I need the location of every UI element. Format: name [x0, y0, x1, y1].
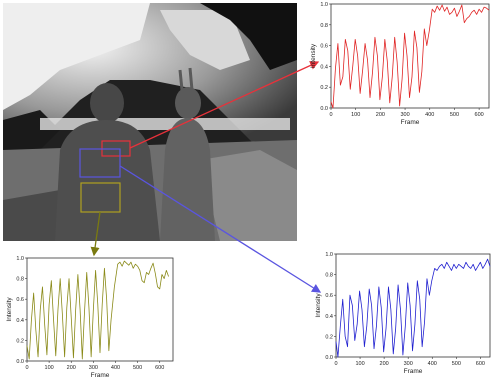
- roi-olive-box: [80, 182, 121, 213]
- x-tick-label: 400: [425, 112, 434, 118]
- x-tick-label: 500: [450, 112, 459, 118]
- chart-panel-blue: 0.0 0.2 0.4 0.6 0.8 1.0 0 100 200 300 400 500 600 Fra…: [315, 252, 491, 375]
- y-tick-label: 0.0: [320, 106, 328, 112]
- arrow-blue: [119, 165, 322, 293]
- y-tick-label: 0.0: [325, 355, 333, 361]
- arrow-red: [129, 61, 320, 149]
- x-tick-label: 200: [380, 361, 389, 367]
- y-tick-label: 0.4: [320, 64, 328, 70]
- plot-area: [26, 257, 174, 362]
- x-tick-label: 600: [155, 365, 164, 371]
- y-tick-label: 1.0: [325, 252, 333, 258]
- series-line: [26, 260, 169, 360]
- y-tick-label: 1.0: [320, 2, 328, 8]
- x-tick-label: 600: [476, 361, 485, 367]
- arrow-olive: [90, 211, 101, 257]
- y-tick-label: 1.0: [16, 256, 24, 262]
- x-tick-label: 400: [111, 365, 120, 371]
- y-tick-label: 0.4: [325, 314, 333, 320]
- x-tick-label: 500: [452, 361, 461, 367]
- x-axis-label: Frame: [404, 368, 423, 375]
- y-tick-label: 0.6: [16, 297, 24, 303]
- x-tick-label: 500: [133, 365, 142, 371]
- x-tick-label: 100: [355, 361, 364, 367]
- roi-blue-box: [79, 148, 121, 178]
- x-tick-label: 400: [428, 361, 437, 367]
- x-tick-label: 0: [329, 112, 332, 118]
- y-tick-label: 0.8: [16, 277, 24, 283]
- series-line: [330, 4, 490, 109]
- x-tick-label: 0: [334, 361, 337, 367]
- y-tick-label: 0.2: [320, 85, 328, 91]
- y-axis-label: Intensity: [310, 43, 317, 68]
- x-tick-label: 100: [351, 112, 360, 118]
- x-tick-label: 100: [45, 365, 54, 371]
- x-tick-label: 200: [376, 112, 385, 118]
- y-tick-label: 0.2: [325, 334, 333, 340]
- x-tick-label: 600: [475, 112, 484, 118]
- y-tick-label: 0.8: [325, 273, 333, 279]
- y-tick-label: 0.0: [16, 359, 24, 365]
- depth-image: [3, 3, 297, 241]
- chart-panel-red: 0.0 0.2 0.4 0.6 0.8 1.0 0 100 200 300 400 500 600 Fra…: [310, 2, 490, 126]
- x-tick-label: 300: [89, 365, 98, 371]
- x-axis-label: Frame: [91, 372, 110, 379]
- y-tick-label: 0.6: [320, 44, 328, 50]
- y-axis-label: Intensity: [6, 297, 13, 322]
- chart-panel-olive: 0.0 0.2 0.4 0.6 0.8 1.0 0 100 200 300 400 500 600 Fra…: [6, 256, 174, 379]
- x-tick-label: 300: [400, 112, 409, 118]
- x-axis-label: Frame: [401, 119, 420, 126]
- y-axis-label: Intensity: [315, 293, 322, 318]
- x-tick-label: 300: [404, 361, 413, 367]
- x-tick-label: 200: [67, 365, 76, 371]
- y-tick-label: 0.4: [16, 318, 24, 324]
- y-tick-label: 0.8: [320, 23, 328, 29]
- x-tick-label: 0: [25, 365, 28, 371]
- y-tick-label: 0.2: [16, 338, 24, 344]
- series-line: [335, 258, 491, 358]
- y-tick-label: 0.6: [325, 293, 333, 299]
